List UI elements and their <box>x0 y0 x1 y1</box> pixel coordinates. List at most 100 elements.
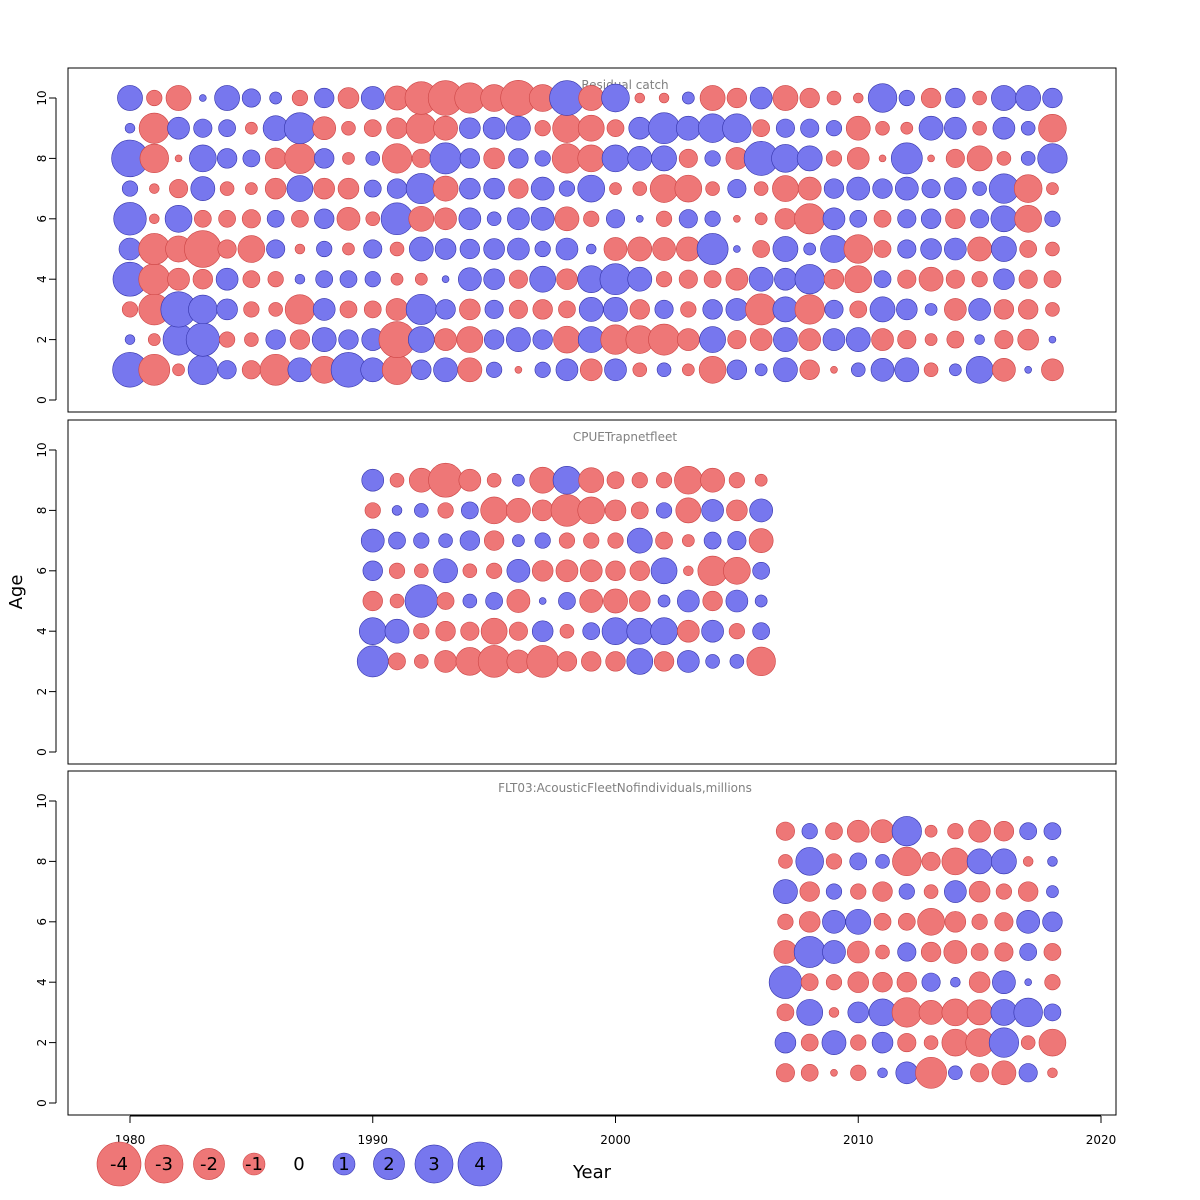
residual-bubble <box>337 177 360 200</box>
residual-bubble <box>414 654 429 669</box>
residual-bubble <box>434 207 457 231</box>
residual-bubble <box>970 943 989 961</box>
residual-bubble <box>775 1063 795 1083</box>
residual-bubble <box>921 851 941 871</box>
residual-bubble <box>944 911 967 933</box>
residual-bubble <box>534 532 551 549</box>
residual-bubble <box>604 358 627 382</box>
residual-bubble <box>429 142 462 175</box>
residual-bubble <box>599 263 632 296</box>
y-tick-label: 6 <box>35 567 49 575</box>
residual-bubble <box>1046 182 1059 195</box>
legend-bubble <box>144 1144 184 1184</box>
residual-bubble <box>365 151 381 166</box>
y-tick-label: 2 <box>35 688 49 696</box>
residual-bubble <box>891 997 922 1028</box>
residual-bubble <box>316 240 333 258</box>
residual-bubble <box>748 528 774 553</box>
residual-bubble <box>338 329 359 350</box>
residual-bubble <box>774 267 797 291</box>
residual-bubble <box>993 268 1015 290</box>
residual-bubble <box>726 499 748 522</box>
residual-bubble <box>727 179 747 199</box>
residual-bubble <box>991 85 1017 111</box>
residual-bubble <box>629 590 651 612</box>
residual-bubble <box>294 243 306 255</box>
residual-bubble <box>237 235 266 263</box>
residual-bubble <box>726 359 748 380</box>
residual-bubble <box>796 999 824 1026</box>
x-axis-title: Year <box>572 1162 612 1183</box>
y-axis: 0 2 4 6 8 10 <box>35 793 57 1107</box>
residual-bubble <box>1043 943 1062 961</box>
residual-bubble <box>825 974 843 991</box>
y-tick-label: 10 <box>35 442 49 457</box>
residual-bubble <box>699 326 726 353</box>
residual-bubble <box>603 588 628 614</box>
residual-bubble <box>408 236 434 262</box>
y-tick-label: 2 <box>35 336 49 344</box>
residual-bubble <box>822 207 846 231</box>
residual-bubble <box>703 531 722 550</box>
residual-bubble <box>845 327 871 352</box>
residual-bubble <box>875 854 890 869</box>
residual-bubble <box>897 209 917 229</box>
residual-bubble <box>457 357 483 383</box>
residual-bubble <box>605 209 626 229</box>
residual-bubble <box>648 323 680 356</box>
residual-bubble <box>506 589 531 613</box>
residual-bubble <box>652 237 676 261</box>
residual-bubble <box>793 936 826 968</box>
residual-bubble <box>192 269 213 290</box>
residual-bubble <box>825 883 843 900</box>
residual-bubble <box>605 651 626 672</box>
residual-bubble <box>215 267 239 291</box>
residual-bubble <box>773 357 798 383</box>
residual-bubble <box>746 646 776 677</box>
residual-bubble <box>529 466 556 494</box>
x-axis: 1980 1990 2000 2010 2020 <box>115 1115 1116 1147</box>
residual-bubble <box>337 87 360 109</box>
residual-bubble <box>606 119 625 138</box>
residual-bubble <box>635 215 644 223</box>
residual-bubble <box>877 1067 888 1079</box>
panel-title: FLT03:AcousticFleetNofindividuals,millio… <box>498 781 752 795</box>
residual-bubble <box>606 471 625 490</box>
residual-bubble <box>701 499 724 522</box>
residual-bubble <box>871 1031 894 1054</box>
residual-bubble <box>458 267 482 292</box>
residual-bubble <box>725 298 749 321</box>
residual-bubble <box>578 467 605 494</box>
residual-bubble <box>803 242 817 256</box>
residual-bubble <box>362 590 383 612</box>
residual-bubble <box>705 654 720 669</box>
residual-bubble <box>654 299 674 319</box>
residual-bubble <box>825 120 843 137</box>
residual-bubble <box>678 209 698 229</box>
residual-bubble <box>241 209 261 229</box>
residual-bubble <box>820 235 848 263</box>
residual-bubble <box>971 913 988 930</box>
residual-bubble <box>312 116 337 141</box>
residual-bubble <box>924 303 938 316</box>
residual-bubble <box>657 594 671 608</box>
residual-bubble <box>846 176 871 201</box>
residual-bubble <box>1014 205 1042 233</box>
residual-bubble <box>894 176 919 201</box>
residual-bubble <box>244 332 259 347</box>
y-tick-label: 10 <box>35 90 49 105</box>
residual-bubble <box>872 881 893 902</box>
residual-bubble <box>775 821 795 841</box>
residual-bubble <box>675 497 702 524</box>
residual-bubble <box>388 562 406 579</box>
residual-bubble <box>733 215 741 223</box>
residual-bubble <box>921 972 941 992</box>
residual-bubble <box>314 148 335 169</box>
residual-bubble <box>846 819 870 843</box>
residual-bubble <box>413 532 430 549</box>
residual-bubble <box>753 181 769 196</box>
residual-bubble <box>167 116 190 140</box>
residual-bubble <box>380 202 414 236</box>
residual-bubble <box>897 912 916 931</box>
residual-bubble <box>583 210 600 227</box>
